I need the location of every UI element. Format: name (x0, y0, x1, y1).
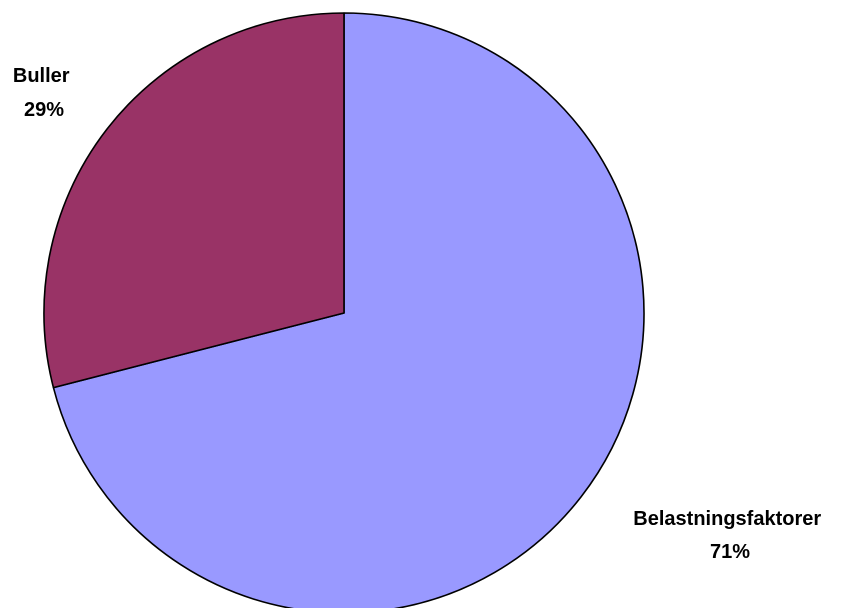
slice-percent-buller: 29% (24, 99, 64, 121)
slice-name-buller: Buller (13, 65, 70, 87)
slice-name-belastningsfaktorer: Belastningsfaktorer (633, 508, 821, 530)
slice-label-buller: Buller 29% (13, 65, 75, 121)
slice-label-belastningsfaktorer: Belastningsfaktorer 71% (633, 508, 826, 563)
slice-percent-belastningsfaktorer: 71% (710, 541, 750, 563)
pie-slice-belastningsfaktorer (52, 12, 645, 608)
pie-slices (43, 12, 645, 608)
pie-slice-buller (43, 12, 345, 389)
